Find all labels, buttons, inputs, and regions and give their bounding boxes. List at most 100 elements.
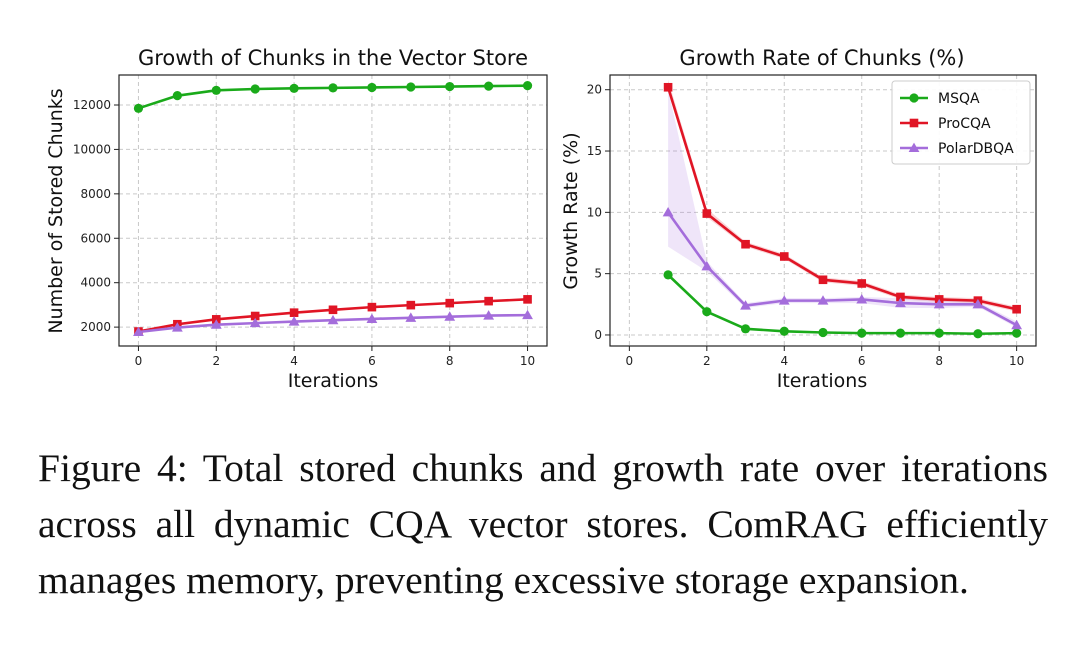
point-procqa — [896, 292, 905, 302]
legend-item-procqa: ProCQA — [900, 116, 991, 132]
figure-caption: Figure 4: Total stored chunks and growth… — [38, 446, 1048, 602]
point-procqa — [289, 308, 299, 317]
legend-marker — [908, 142, 920, 153]
point-polardbqa — [444, 311, 456, 321]
point-msqa — [702, 307, 712, 317]
y-tick-label: 2000 — [80, 320, 111, 334]
point-polardbqa — [249, 317, 261, 328]
line-procqa — [666, 86, 1017, 311]
plot-frame — [118, 74, 548, 347]
y-tick-label: 10000 — [73, 142, 111, 156]
y-tick-label: 12000 — [73, 98, 111, 112]
x-axis-label: Iterations — [288, 370, 379, 392]
growth-rate-chart: Growth Rate of Chunks (%) Iterations Gro… — [560, 46, 1037, 392]
point-procqa — [741, 239, 750, 249]
point-polardbqa — [366, 313, 378, 323]
point-msqa — [779, 326, 789, 336]
point-polardbqa — [895, 297, 906, 308]
point-polardbqa — [288, 316, 300, 326]
point-polardbqa — [405, 312, 417, 322]
series-msqa — [663, 270, 1022, 339]
point-polardbqa — [171, 322, 183, 332]
point-polardbqa — [778, 295, 790, 305]
line-polardbqa — [667, 211, 1018, 327]
legend: MSQA ProCQA PolarDBQA — [891, 80, 1031, 165]
point-procqa — [367, 302, 377, 312]
y-tick-label: 6000 — [80, 231, 111, 245]
point-polardbqa — [483, 310, 495, 320]
point-polardbqa — [701, 260, 713, 271]
point-msqa — [895, 328, 906, 338]
point-procqa — [484, 296, 493, 306]
y-tick-label: 5 — [594, 267, 602, 281]
point-polardbqa — [817, 295, 829, 305]
x-tick-label: 10 — [1009, 354, 1024, 368]
x-axis-label: Iterations — [777, 370, 868, 392]
x-tick-label: 2 — [212, 354, 220, 368]
y-tick-label: 8000 — [80, 187, 111, 201]
point-msqa — [133, 103, 144, 113]
y-tick-label: 20 — [587, 83, 602, 97]
point-polardbqa — [327, 314, 339, 325]
y-axis-label: Growth Rate (%) — [560, 132, 582, 289]
point-polardbqa — [972, 298, 984, 309]
series-polardbqa — [133, 309, 533, 337]
point-msqa — [663, 270, 673, 280]
point-procqa — [818, 275, 828, 285]
x-tick-label: 4 — [780, 354, 788, 368]
series-polardbqa — [662, 206, 1023, 330]
x-tick-label: 6 — [858, 354, 866, 368]
point-msqa — [367, 82, 377, 93]
point-msqa — [406, 82, 416, 92]
point-msqa — [484, 81, 494, 91]
point-procqa — [702, 209, 712, 218]
point-polardbqa — [740, 300, 751, 310]
point-msqa — [328, 83, 338, 93]
point-procqa — [250, 311, 260, 321]
chunks-growth-chart: Growth of Chunks in the Vector Store Ite… — [45, 46, 548, 392]
point-procqa — [857, 279, 867, 288]
point-procqa — [406, 300, 416, 310]
y-tick-label: 4000 — [80, 276, 111, 290]
point-polardbqa — [856, 294, 868, 304]
point-msqa — [211, 85, 221, 95]
point-polardbqa — [1011, 319, 1023, 330]
point-procqa — [663, 82, 673, 92]
legend-marker — [909, 93, 919, 103]
point-polardbqa — [133, 326, 144, 337]
point-procqa — [523, 295, 532, 304]
figure: Growth of Chunks in the Vector Store Ite… — [45, 46, 1037, 392]
series-msqa — [133, 81, 533, 113]
x-tick-label: 4 — [290, 354, 298, 368]
point-msqa — [445, 81, 455, 92]
point-msqa — [934, 328, 944, 338]
point-msqa — [973, 329, 983, 339]
x-tick-label: 0 — [135, 354, 143, 368]
legend-item-msqa: MSQA — [900, 91, 980, 107]
x-tick-label: 0 — [626, 354, 634, 368]
x-tick-label: 10 — [520, 354, 535, 368]
legend-item-polardbqa: PolarDBQA — [900, 141, 1014, 157]
y-tick-label: 10 — [587, 205, 602, 219]
point-msqa — [250, 84, 260, 94]
legend-label: PolarDBQA — [938, 141, 1014, 157]
y-tick-label: 15 — [587, 144, 602, 158]
legend-marker — [909, 118, 919, 128]
point-msqa — [289, 83, 299, 93]
chart-title: Growth of Chunks in the Vector Store — [138, 46, 528, 70]
point-msqa — [818, 327, 828, 338]
point-procqa — [328, 305, 338, 315]
point-msqa — [172, 91, 182, 101]
point-msqa — [522, 81, 533, 91]
y-axis-label: Number of Stored Chunks — [45, 88, 67, 333]
x-tick-label: 8 — [446, 354, 454, 368]
point-msqa — [740, 324, 751, 334]
point-polardbqa — [933, 298, 945, 309]
legend-label: MSQA — [938, 91, 980, 107]
point-polardbqa — [662, 206, 674, 217]
point-procqa — [779, 252, 789, 261]
legend-box — [891, 80, 1031, 165]
point-polardbqa — [522, 309, 533, 320]
point-msqa — [1012, 328, 1022, 338]
point-msqa — [857, 328, 867, 338]
